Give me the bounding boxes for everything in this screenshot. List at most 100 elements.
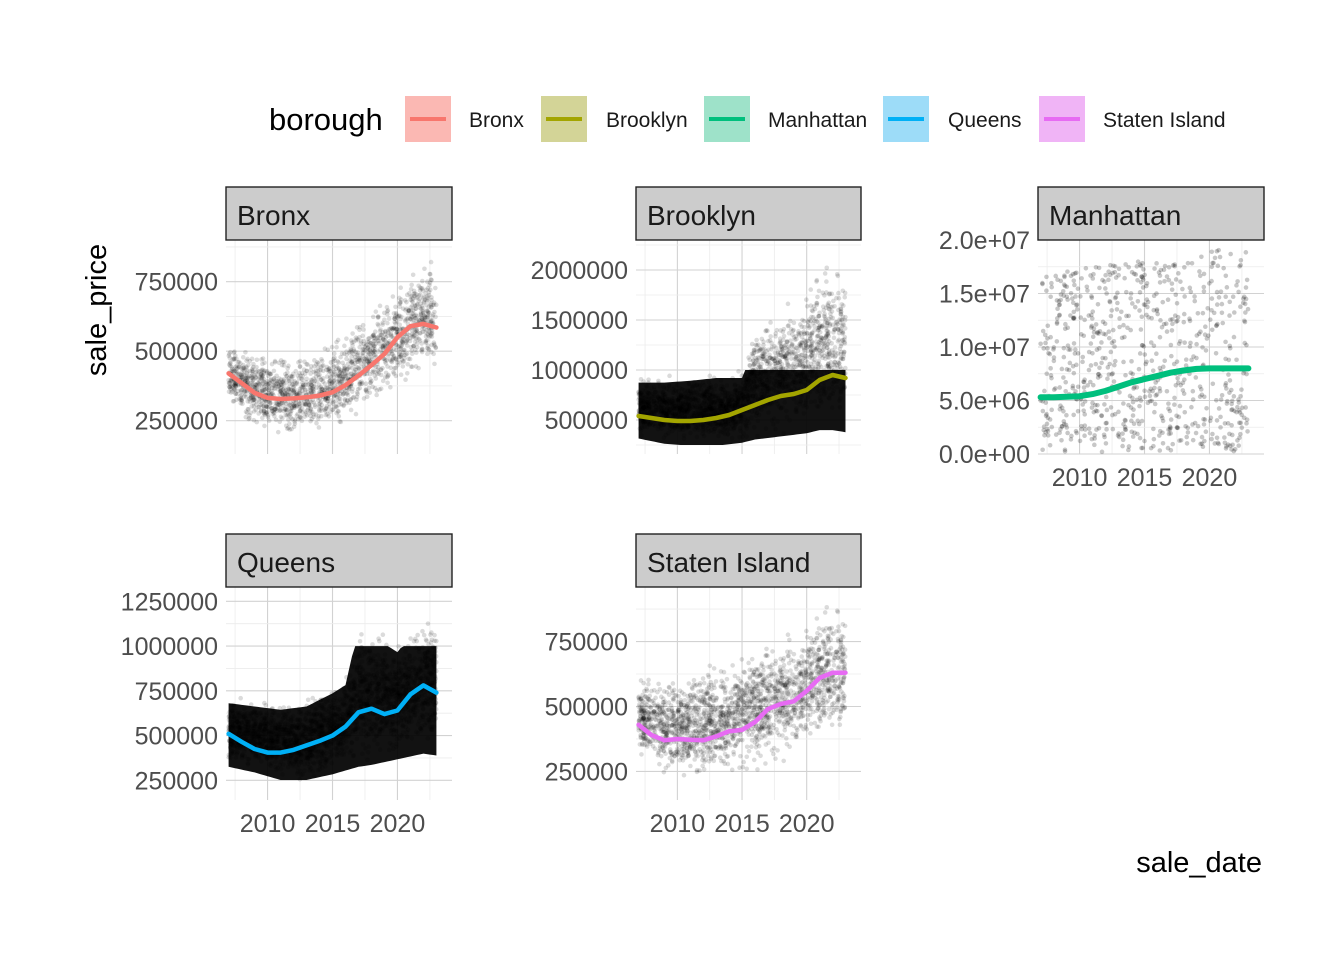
data-point bbox=[1103, 286, 1108, 291]
data-point bbox=[235, 391, 240, 397]
data-point bbox=[782, 400, 788, 405]
data-point bbox=[1229, 432, 1235, 438]
data-point bbox=[755, 418, 761, 424]
data-point bbox=[805, 359, 810, 365]
legend-item-bronx: Bronx bbox=[405, 96, 524, 142]
data-point bbox=[318, 364, 324, 370]
data-point bbox=[229, 364, 235, 370]
data-point bbox=[295, 411, 300, 417]
data-point bbox=[331, 399, 336, 405]
data-point bbox=[378, 386, 384, 392]
data-point bbox=[1053, 432, 1059, 437]
data-point bbox=[406, 307, 411, 313]
data-point bbox=[1180, 286, 1185, 292]
data-point bbox=[284, 373, 289, 379]
data-point bbox=[1137, 435, 1143, 441]
data-point bbox=[425, 308, 430, 314]
data-point bbox=[408, 364, 414, 369]
facet-strip-label: Brooklyn bbox=[647, 200, 756, 231]
data-point bbox=[835, 360, 841, 365]
data-point bbox=[393, 321, 398, 326]
data-point bbox=[365, 358, 371, 364]
data-point bbox=[730, 375, 735, 381]
data-point bbox=[365, 349, 371, 355]
data-point bbox=[255, 372, 260, 377]
data-point bbox=[1151, 443, 1156, 449]
data-point bbox=[1170, 321, 1175, 327]
data-point bbox=[790, 332, 795, 337]
data-point bbox=[670, 390, 676, 395]
data-point bbox=[1092, 436, 1097, 441]
data-point bbox=[281, 377, 287, 382]
data-point bbox=[363, 387, 368, 393]
data-point bbox=[384, 357, 390, 363]
data-point bbox=[349, 358, 355, 364]
data-point bbox=[1094, 347, 1100, 353]
data-point bbox=[1236, 289, 1241, 295]
data-point bbox=[395, 344, 401, 349]
data-point bbox=[380, 378, 386, 384]
data-point bbox=[1114, 307, 1120, 312]
data-point bbox=[1117, 324, 1122, 330]
data-point bbox=[238, 695, 243, 701]
data-point bbox=[361, 327, 366, 332]
data-point bbox=[245, 356, 250, 362]
data-point bbox=[345, 366, 350, 372]
data-point bbox=[1068, 290, 1074, 296]
data-point bbox=[292, 401, 298, 407]
data-point bbox=[370, 333, 376, 338]
data-point bbox=[334, 345, 339, 350]
data-point bbox=[830, 315, 836, 321]
data-point bbox=[1090, 334, 1096, 340]
y-tick-label: 2000000 bbox=[531, 257, 628, 285]
data-point bbox=[747, 363, 753, 368]
data-point bbox=[781, 431, 787, 436]
data-point bbox=[1227, 443, 1233, 449]
data-point bbox=[425, 343, 431, 349]
legend-title: borough bbox=[269, 102, 383, 137]
data-point bbox=[396, 354, 402, 360]
data-point bbox=[251, 417, 257, 423]
data-point bbox=[1231, 334, 1237, 340]
data-point bbox=[1219, 392, 1225, 398]
data-point bbox=[282, 381, 288, 386]
data-point bbox=[745, 392, 750, 398]
data-point bbox=[1218, 289, 1224, 294]
data-point bbox=[814, 279, 819, 284]
data-point bbox=[360, 351, 365, 356]
data-point bbox=[261, 369, 266, 375]
data-point bbox=[838, 343, 844, 349]
data-point bbox=[772, 366, 777, 372]
data-point bbox=[802, 381, 807, 387]
data-point bbox=[322, 397, 328, 403]
data-point bbox=[1204, 406, 1209, 411]
data-point bbox=[319, 387, 325, 392]
data-point bbox=[311, 400, 317, 405]
data-point bbox=[265, 373, 271, 379]
data-point bbox=[429, 277, 434, 283]
data-point bbox=[275, 402, 281, 407]
data-point bbox=[1159, 324, 1165, 330]
data-point bbox=[408, 294, 414, 300]
data-point bbox=[1142, 352, 1148, 357]
data-point bbox=[741, 380, 746, 386]
data-point bbox=[661, 384, 666, 390]
data-point bbox=[1061, 354, 1067, 360]
data-point bbox=[248, 375, 254, 381]
data-point bbox=[375, 314, 381, 319]
data-point bbox=[420, 278, 425, 284]
data-point bbox=[1080, 354, 1086, 360]
data-point bbox=[382, 337, 387, 343]
data-point bbox=[1182, 340, 1187, 345]
data-point bbox=[386, 316, 392, 321]
data-point bbox=[253, 407, 259, 412]
data-point bbox=[1168, 317, 1173, 323]
data-point bbox=[1074, 430, 1079, 436]
data-point bbox=[1216, 295, 1222, 300]
data-point bbox=[832, 303, 837, 309]
data-point bbox=[1201, 422, 1207, 427]
data-point bbox=[704, 405, 709, 410]
data-point bbox=[269, 392, 275, 397]
data-point bbox=[287, 381, 292, 386]
data-point bbox=[1130, 301, 1135, 306]
